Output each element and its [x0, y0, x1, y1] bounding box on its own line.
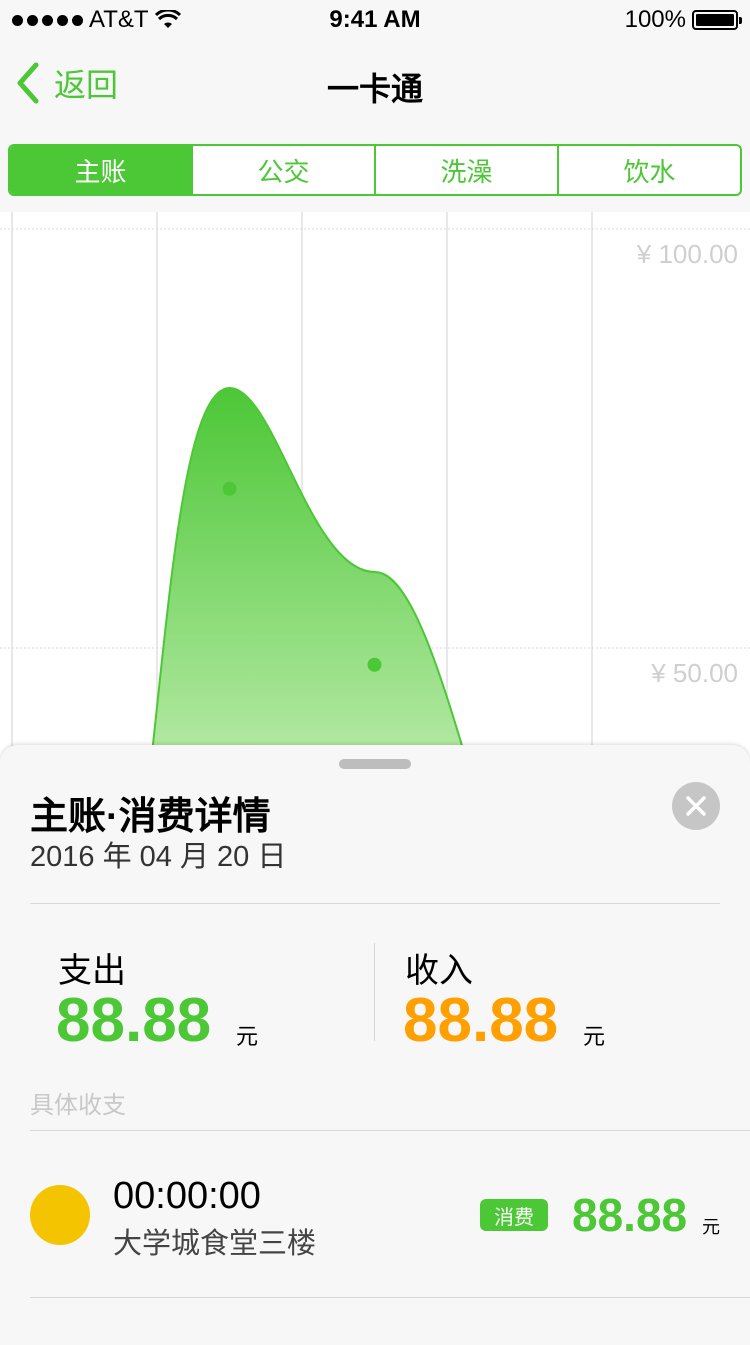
- signal-icon: [12, 14, 83, 26]
- y-tick-label-0: ¥ 100.00: [636, 239, 738, 269]
- income-value: 88.88: [403, 986, 559, 1055]
- section-label: 具体收支: [30, 1092, 126, 1119]
- close-icon: [686, 796, 706, 816]
- tab-main[interactable]: 主账: [10, 146, 191, 194]
- horizontal-grid: [0, 228, 750, 649]
- status-bar: AT&T 9:41 AM 100%: [0, 0, 750, 40]
- divider-bottom: [30, 1297, 750, 1298]
- transaction-amount: 88.88: [572, 1189, 688, 1241]
- close-button[interactable]: [672, 782, 720, 830]
- transaction-place: 大学城食堂三楼: [113, 1228, 317, 1260]
- status-left: AT&T: [12, 6, 181, 34]
- chevron-left-icon: [17, 62, 39, 104]
- battery-icon: [692, 10, 742, 30]
- battery-percent: 100%: [624, 6, 686, 33]
- expense-label: 支出: [58, 952, 126, 990]
- y-tick-label-1: ¥ 50.00: [650, 658, 738, 688]
- status-right: 100%: [624, 6, 742, 34]
- income-unit: 元: [583, 1024, 606, 1049]
- sheet-title: 主账·消费详情: [30, 796, 271, 838]
- transaction-time: 00:00:00: [113, 1175, 261, 1217]
- drag-handle[interactable]: [339, 759, 411, 769]
- page-title: 一卡通: [326, 71, 423, 107]
- stats-divider: [374, 943, 375, 1041]
- expense-unit: 元: [236, 1024, 259, 1049]
- expense-value: 88.88: [56, 986, 212, 1055]
- transaction-dot-icon: [30, 1185, 90, 1245]
- divider-top: [30, 903, 720, 904]
- tab-bus[interactable]: 公交: [191, 146, 374, 194]
- transaction-unit: 元: [702, 1217, 720, 1237]
- nav-bar: 返回 一卡通: [0, 40, 750, 128]
- data-point-1[interactable]: [367, 657, 382, 672]
- data-point-0[interactable]: [222, 481, 237, 496]
- transaction-tag: 消费: [480, 1199, 548, 1231]
- tab-bath[interactable]: 洗澡: [374, 146, 557, 194]
- tab-water[interactable]: 饮水: [557, 146, 740, 194]
- divider-section: [30, 1130, 750, 1131]
- back-label: 返回: [54, 67, 119, 103]
- back-button[interactable]: 返回: [14, 60, 118, 106]
- chart-svg: ¥ 100.00 ¥ 50.00: [0, 212, 750, 773]
- segmented-control: 主账 公交 洗澡 饮水: [8, 144, 742, 196]
- y-axis-labels: ¥ 100.00 ¥ 50.00: [636, 239, 738, 688]
- area-fill: [148, 386, 472, 773]
- income-label: 收入: [405, 952, 473, 990]
- carrier-label: AT&T: [89, 6, 149, 33]
- sheet-date: 2016 年 04 月 20 日: [30, 841, 287, 873]
- detail-sheet: 主账·消费详情 2016 年 04 月 20 日 支出 88.88 元 收入 8…: [0, 745, 750, 1345]
- data-points: [222, 481, 382, 672]
- wifi-icon: [154, 10, 181, 28]
- balance-chart: ¥ 100.00 ¥ 50.00: [0, 212, 750, 773]
- status-time: 9:41 AM: [329, 6, 421, 33]
